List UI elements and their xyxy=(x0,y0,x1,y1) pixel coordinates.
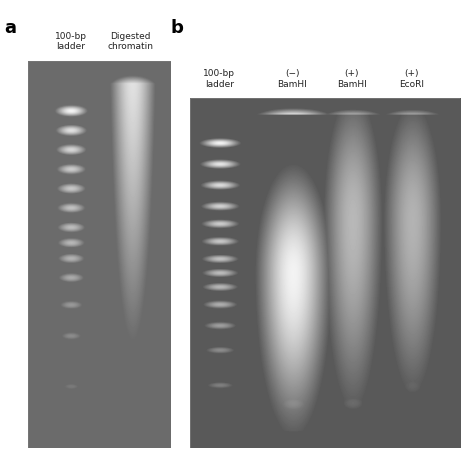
Text: 100-bp
ladder: 100-bp ladder xyxy=(55,32,87,51)
Text: a: a xyxy=(5,19,17,37)
Text: (+)
EcoRI: (+) EcoRI xyxy=(399,69,424,89)
Text: (−)
BamHI: (−) BamHI xyxy=(277,69,307,89)
Text: (+)
BamHI: (+) BamHI xyxy=(337,69,366,89)
Text: b: b xyxy=(171,19,183,37)
Text: 100-bp
ladder: 100-bp ladder xyxy=(203,69,235,89)
Text: Digested
chromatin: Digested chromatin xyxy=(108,32,154,51)
